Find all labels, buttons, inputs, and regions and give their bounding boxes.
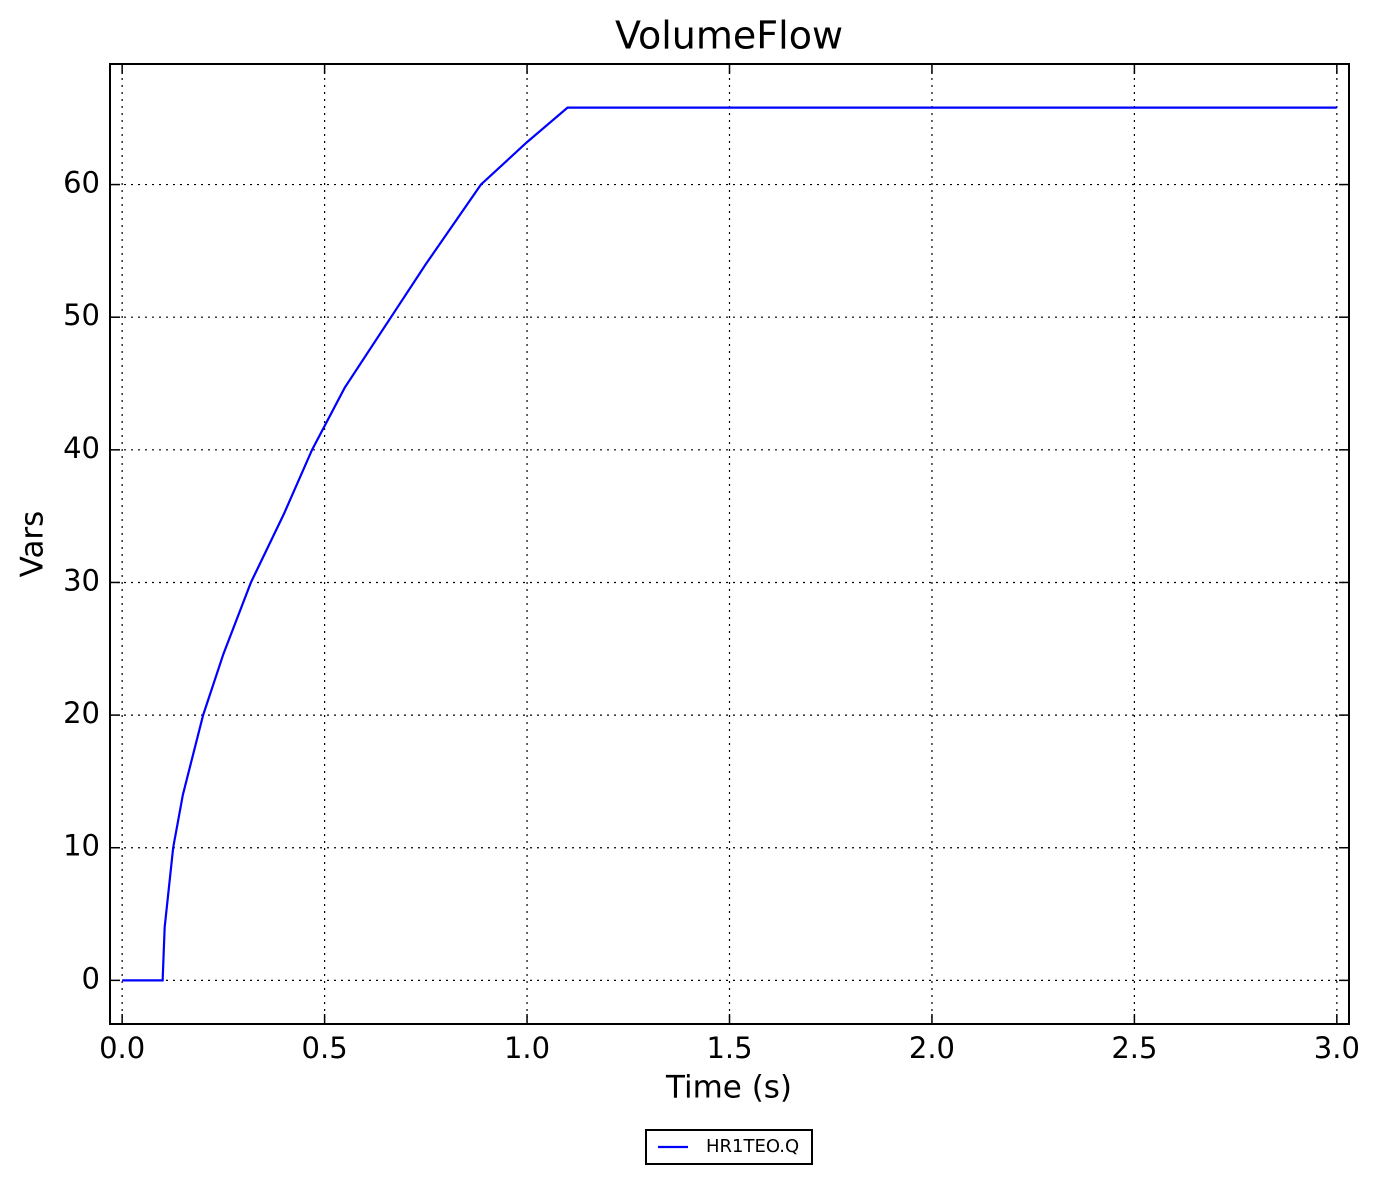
y-tick-label: 20 (63, 696, 100, 730)
x-tick-label: 1.5 (706, 1031, 752, 1065)
y-tick-label: 40 (63, 431, 100, 465)
y-tick-label: 0 (82, 961, 100, 995)
x-tick-label: 0.5 (302, 1031, 348, 1065)
legend-label: HR1TEO.Q (706, 1136, 799, 1157)
y-tick-label: 60 (63, 166, 100, 200)
y-tick-label: 10 (63, 829, 100, 863)
x-tick-label: 2.5 (1111, 1031, 1157, 1065)
x-tick-label: 0.0 (99, 1031, 145, 1065)
x-tick-label: 1.0 (504, 1031, 550, 1065)
x-tick-label: 3.0 (1314, 1031, 1360, 1065)
chart-title: VolumeFlow (615, 14, 843, 58)
x-axis-label: Time (s) (665, 1070, 792, 1106)
x-tick-label: 2.0 (909, 1031, 955, 1065)
y-tick-label: 30 (63, 563, 100, 597)
plot-frame (109, 63, 1350, 1025)
y-axis-label: Vars (15, 511, 51, 578)
data-line (122, 106, 1337, 982)
y-tick-label: 50 (63, 298, 100, 332)
